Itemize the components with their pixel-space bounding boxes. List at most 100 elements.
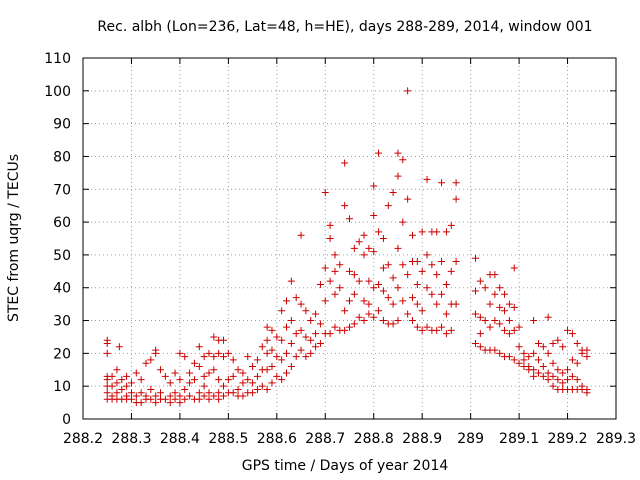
data-point [442, 228, 450, 236]
data-point [331, 290, 339, 298]
data-point [573, 359, 581, 367]
data-point [447, 267, 455, 275]
data-point [433, 326, 441, 334]
data-point [573, 376, 581, 384]
data-point [476, 343, 484, 351]
data-point [501, 290, 509, 298]
data-point [215, 389, 223, 397]
data-point [302, 307, 310, 315]
data-point [215, 376, 223, 384]
data-point [481, 317, 489, 325]
data-point [433, 300, 441, 308]
data-point [510, 326, 518, 334]
data-point [302, 353, 310, 361]
data-point [413, 280, 421, 288]
data-point [103, 340, 111, 348]
data-point [307, 336, 315, 344]
data-point [249, 379, 257, 387]
data-point [220, 336, 228, 344]
data-point [210, 366, 218, 374]
data-point [302, 333, 310, 341]
x-tick-label: 288.6 [257, 431, 297, 447]
data-point [118, 376, 126, 384]
data-point [423, 323, 431, 331]
data-point [413, 257, 421, 265]
data-point [418, 267, 426, 275]
data-point [195, 343, 203, 351]
data-point [486, 323, 494, 331]
data-point [273, 353, 281, 361]
data-point [316, 320, 324, 328]
x-tick-label: 288.3 [111, 431, 151, 447]
data-point [370, 212, 378, 220]
data-point [113, 379, 121, 387]
data-point [283, 349, 291, 357]
data-point [573, 340, 581, 348]
data-point [283, 369, 291, 377]
data-point [559, 379, 567, 387]
data-point [355, 313, 363, 321]
data-point [365, 300, 373, 308]
data-point [370, 182, 378, 190]
data-point [404, 271, 412, 279]
data-point [447, 326, 455, 334]
data-point [447, 221, 455, 229]
data-point [316, 280, 324, 288]
x-tick-label: 288.7 [305, 431, 345, 447]
data-point [166, 399, 174, 407]
data-point [399, 156, 407, 164]
data-point [316, 340, 324, 348]
data-point [205, 395, 213, 403]
data-point [200, 372, 208, 380]
data-point [200, 353, 208, 361]
data-point [544, 376, 552, 384]
data-point [530, 366, 538, 374]
data-point [476, 313, 484, 321]
data-point [394, 317, 402, 325]
data-point [253, 385, 261, 393]
data-point [452, 257, 460, 265]
data-point [379, 264, 387, 272]
data-point [258, 382, 266, 390]
data-point [505, 317, 513, 325]
data-point [287, 362, 295, 370]
data-point [384, 202, 392, 210]
data-point [186, 369, 194, 377]
data-point [210, 392, 218, 400]
y-tick-label: 50 [53, 248, 71, 264]
data-point [234, 385, 242, 393]
data-point [559, 343, 567, 351]
data-point [176, 399, 184, 407]
data-point [268, 326, 276, 334]
data-point [370, 284, 378, 292]
data-point [273, 372, 281, 380]
data-point [399, 297, 407, 305]
data-point [331, 323, 339, 331]
data-point [152, 399, 160, 407]
data-point [520, 356, 528, 364]
data-point [404, 195, 412, 203]
data-point [544, 313, 552, 321]
data-point [442, 310, 450, 318]
data-point [583, 389, 591, 397]
data-point [287, 340, 295, 348]
data-point [510, 264, 518, 272]
data-point [287, 317, 295, 325]
data-point [113, 389, 121, 397]
grid-lines [83, 58, 616, 419]
data-point [346, 323, 353, 331]
data-point [520, 349, 528, 357]
data-point [297, 326, 305, 334]
data-point [200, 392, 208, 400]
data-point [491, 271, 499, 279]
data-point [118, 385, 126, 393]
data-point [307, 349, 315, 357]
data-point [549, 372, 557, 380]
data-point [564, 326, 572, 334]
data-point [287, 277, 295, 285]
data-point [147, 385, 155, 393]
data-point [394, 244, 402, 252]
data-point [505, 300, 513, 308]
x-tick-label: 289 [457, 431, 484, 447]
